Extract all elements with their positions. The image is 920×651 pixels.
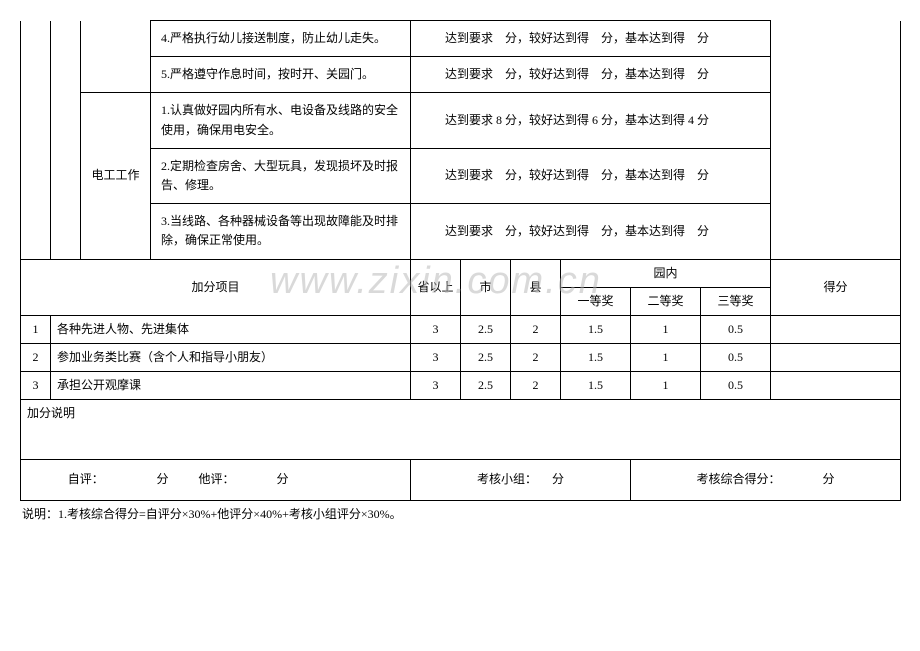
desc-cell: 2.定期检查房舍、大型玩具，发现损坏及时报告、修理。 <box>151 148 411 203</box>
bonus-value: 1 <box>631 372 701 400</box>
bonus-county-header: 县 <box>511 259 561 315</box>
bonus-score-cell <box>771 344 901 372</box>
bonus-score-header: 得分 <box>771 259 901 315</box>
eval-row: 自评： 分 他评： 分 考核小组： 分 考核综合得分： 分 <box>21 460 901 500</box>
unit-text: 分 <box>277 472 289 486</box>
bonus-value: 1 <box>631 344 701 372</box>
spacer-cell <box>771 93 901 148</box>
bonus-park-header: 园内 <box>561 259 771 287</box>
bonus-value: 2 <box>511 372 561 400</box>
bonus-name: 承担公开观摩课 <box>51 372 411 400</box>
bonus-value: 2.5 <box>461 344 511 372</box>
criteria-cell: 达到要求 分，较好达到得 分，基本达到得 分 <box>411 57 771 93</box>
bonus-city-header: 市 <box>461 259 511 315</box>
bonus-value: 2.5 <box>461 315 511 343</box>
bonus-value: 2 <box>511 344 561 372</box>
bonus-score-cell <box>771 315 901 343</box>
spacer-cell <box>771 21 901 57</box>
bonus-value: 0.5 <box>701 344 771 372</box>
bonus-project-header: 加分项目 <box>21 259 411 315</box>
desc-cell: 4.严格执行幼儿接送制度，防止幼儿走失。 <box>151 21 411 57</box>
bonus-value: 3 <box>411 372 461 400</box>
table-row: 5.严格遵守作息时间，按时开、关园门。 达到要求 分，较好达到得 分，基本达到得… <box>21 57 901 93</box>
self-eval-unit: 分 他评： 分 <box>151 460 411 500</box>
bonus-row: 1 各种先进人物、先进集体 3 2.5 2 1.5 1 0.5 <box>21 315 901 343</box>
spacer-cell <box>51 204 81 259</box>
unit-text: 分 <box>157 472 169 486</box>
table-row: 电工工作 1.认真做好园内所有水、电设备及线路的安全使用，确保用电安全。 达到要… <box>21 93 901 148</box>
bonus-value: 2.5 <box>461 372 511 400</box>
spacer-cell <box>21 93 51 148</box>
table-row: 4.严格执行幼儿接送制度，防止幼儿走失。 达到要求 分，较好达到得 分，基本达到… <box>21 21 901 57</box>
bonus-value: 1.5 <box>561 344 631 372</box>
spacer-cell <box>21 148 51 203</box>
bonus-num: 1 <box>21 315 51 343</box>
table-row: 2.定期检查房舍、大型玩具，发现损坏及时报告、修理。 达到要求 分，较好达到得 … <box>21 148 901 203</box>
desc-cell: 5.严格遵守作息时间，按时开、关园门。 <box>151 57 411 93</box>
bonus-num: 2 <box>21 344 51 372</box>
bonus-score-cell <box>771 372 901 400</box>
spacer-cell <box>51 57 81 93</box>
assessment-table: 4.严格执行幼儿接送制度，防止幼儿走失。 达到要求 分，较好达到得 分，基本达到… <box>20 20 901 501</box>
bonus-num: 3 <box>21 372 51 400</box>
bonus-value: 1.5 <box>561 372 631 400</box>
footer-note: 说明：1.考核综合得分=自评分×30%+他评分×40%+考核小组评分×30%。 <box>20 505 900 522</box>
bonus-first-header: 一等奖 <box>561 287 631 315</box>
table-row: 3.当线路、各种器械设备等出现故障能及时排除，确保正常使用。 达到要求 分，较好… <box>21 204 901 259</box>
unit-text: 分 <box>823 472 835 486</box>
group-eval-label: 考核小组： <box>477 472 537 486</box>
combined-eval-cell: 考核综合得分： 分 <box>631 460 901 500</box>
spacer-cell <box>21 21 51 57</box>
unit-text: 分 <box>552 472 564 486</box>
criteria-cell: 达到要求 分，较好达到得 分，基本达到得 分 <box>411 204 771 259</box>
other-eval-label: 他评： <box>199 472 235 486</box>
spacer-cell <box>771 204 901 259</box>
combined-eval-label: 考核综合得分： <box>696 472 780 486</box>
spacer-cell <box>81 57 151 93</box>
bonus-note-cell: 加分说明 <box>21 400 901 460</box>
criteria-cell: 达到要求 8 分，较好达到得 6 分，基本达到得 4 分 <box>411 93 771 148</box>
bonus-third-header: 三等奖 <box>701 287 771 315</box>
bonus-row: 2 参加业务类比赛（含个人和指导小朋友） 3 2.5 2 1.5 1 0.5 <box>21 344 901 372</box>
bonus-value: 3 <box>411 315 461 343</box>
section-label: 电工工作 <box>81 93 151 259</box>
spacer-cell <box>51 21 81 57</box>
spacer-cell <box>51 93 81 148</box>
criteria-cell: 达到要求 分，较好达到得 分，基本达到得 分 <box>411 148 771 203</box>
bonus-name: 参加业务类比赛（含个人和指导小朋友） <box>51 344 411 372</box>
bonus-row: 3 承担公开观摩课 3 2.5 2 1.5 1 0.5 <box>21 372 901 400</box>
spacer-cell <box>21 57 51 93</box>
bonus-value: 0.5 <box>701 315 771 343</box>
spacer-cell <box>21 204 51 259</box>
bonus-value: 0.5 <box>701 372 771 400</box>
desc-cell: 3.当线路、各种器械设备等出现故障能及时排除，确保正常使用。 <box>151 204 411 259</box>
criteria-cell: 达到要求 分，较好达到得 分，基本达到得 分 <box>411 21 771 57</box>
spacer-cell <box>771 57 901 93</box>
bonus-note-row: 加分说明 <box>21 400 901 460</box>
bonus-value: 1 <box>631 315 701 343</box>
spacer-cell <box>81 21 151 57</box>
desc-cell: 1.认真做好园内所有水、电设备及线路的安全使用，确保用电安全。 <box>151 93 411 148</box>
bonus-value: 1.5 <box>561 315 631 343</box>
spacer-cell <box>51 148 81 203</box>
bonus-header-row: 加分项目 省以上 市 县 园内 得分 <box>21 259 901 287</box>
spacer-cell <box>771 148 901 203</box>
bonus-second-header: 二等奖 <box>631 287 701 315</box>
bonus-name: 各种先进人物、先进集体 <box>51 315 411 343</box>
group-eval-cell: 考核小组： 分 <box>411 460 631 500</box>
bonus-value: 2 <box>511 315 561 343</box>
bonus-province-header: 省以上 <box>411 259 461 315</box>
self-eval-label: 自评： <box>21 460 151 500</box>
bonus-value: 3 <box>411 344 461 372</box>
